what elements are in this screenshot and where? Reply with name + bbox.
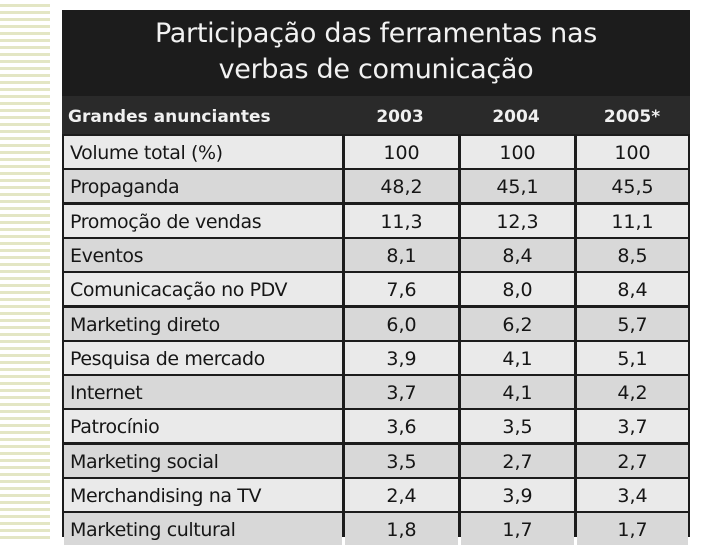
table-row: Marketing direto 6,0 6,2 5,7: [62, 307, 690, 340]
row-value-cell: 8,4: [461, 238, 574, 271]
table-row: Eventos 8,1 8,4 8,5: [62, 238, 690, 271]
row-value-cell: 12,3: [461, 204, 574, 237]
row-value-cell: 48,2: [345, 170, 458, 203]
row-value-cell: 100: [461, 136, 574, 168]
row-label: Eventos: [64, 238, 342, 271]
row-value-cell: 3,9: [345, 341, 458, 374]
title-line-2: verbas de comunicação: [218, 54, 534, 85]
row-value-cell: 8,5: [577, 238, 688, 271]
table-figure: Participação das ferramentas nas verbas …: [62, 10, 690, 546]
table-title: Participação das ferramentas nas verbas …: [62, 10, 690, 94]
table-row: Propaganda 48,2 45,1 45,5: [62, 170, 690, 203]
row-label: Volume total (%): [64, 136, 342, 168]
table-row: Patrocínio 3,6 3,5 3,7: [62, 410, 690, 443]
row-value-cell: 8,1: [345, 238, 458, 271]
row-value-cell: 4,1: [461, 376, 574, 409]
row-value-cell: 2,7: [577, 444, 688, 477]
row-value-cell: 8,0: [461, 273, 574, 306]
row-value-cell: 100: [345, 136, 458, 168]
row-value-cell: 2,7: [461, 444, 574, 477]
table-row: Pesquisa de mercado 3,9 4,1 5,1: [62, 341, 690, 374]
table-body: Volume total (%) 100 100 100 Propaganda 48,2 4…: [62, 134, 690, 546]
row-value-cell: 5,7: [577, 307, 688, 340]
row-label: Internet: [64, 376, 342, 409]
table-row: Marketing cultural 1,8 1,7 1,7: [62, 513, 690, 546]
row-label: Patrocínio: [64, 410, 342, 443]
row-value-cell: 11,1: [577, 204, 688, 237]
row-value-cell: 1,8: [345, 513, 458, 546]
row-label: Marketing social: [64, 444, 342, 477]
row-value-cell: 45,5: [577, 170, 688, 203]
table-row: Promoção de vendas 11,3 12,3 11,1: [62, 204, 690, 237]
row-value-cell: 4,1: [461, 341, 574, 374]
table-row: Internet 3,7 4,1 4,2: [62, 376, 690, 409]
row-label: Promoção de vendas: [64, 204, 342, 237]
table-header-row: Grandes anunciantes 2003 2004 2005*: [62, 96, 690, 134]
title-line-1: Participação das ferramentas nas: [155, 18, 597, 49]
header-year-2004: 2004: [492, 107, 540, 127]
row-label: Marketing cultural: [64, 513, 342, 546]
row-value-cell: 3,7: [577, 410, 688, 443]
row-value-cell: 7,6: [345, 273, 458, 306]
row-value-cell: 11,3: [345, 204, 458, 237]
row-value-cell: 3,7: [345, 376, 458, 409]
row-value-cell: 3,6: [345, 410, 458, 443]
row-value-cell: 6,2: [461, 307, 574, 340]
row-value-cell: 8,4: [577, 273, 688, 306]
row-value-cell: 100: [577, 136, 688, 168]
row-label: Pesquisa de mercado: [64, 341, 342, 374]
header-label: Grandes anunciantes: [68, 107, 271, 127]
row-value-cell: 6,0: [345, 307, 458, 340]
table-row: Marketing social 3,5 2,7 2,7: [62, 444, 690, 477]
header-year-2005: 2005*: [603, 107, 661, 127]
decorative-stripes: [0, 0, 50, 540]
row-value-cell: 3,5: [345, 444, 458, 477]
table-row: Merchandising na TV 2,4 3,9 3,4: [62, 479, 690, 511]
row-value-cell: 1,7: [577, 513, 688, 546]
row-value-cell: 3,4: [577, 479, 688, 511]
row-label: Propaganda: [64, 170, 342, 203]
row-value-cell: 1,7: [461, 513, 574, 546]
row-label: Comunicacação no PDV: [64, 273, 342, 306]
row-value-cell: 45,1: [461, 170, 574, 203]
table-row: Volume total (%) 100 100 100: [62, 136, 690, 168]
table-row: Comunicacação no PDV 7,6 8,0 8,4: [62, 273, 690, 306]
header-year-2003: 2003: [376, 107, 424, 127]
row-value-cell: 2,4: [345, 479, 458, 511]
row-value-cell: 3,9: [461, 479, 574, 511]
row-label: Merchandising na TV: [64, 479, 342, 511]
row-value-cell: 3,5: [461, 410, 574, 443]
row-value-cell: 4,2: [577, 376, 688, 409]
row-value-cell: 5,1: [577, 341, 688, 374]
row-label: Marketing direto: [64, 307, 342, 340]
